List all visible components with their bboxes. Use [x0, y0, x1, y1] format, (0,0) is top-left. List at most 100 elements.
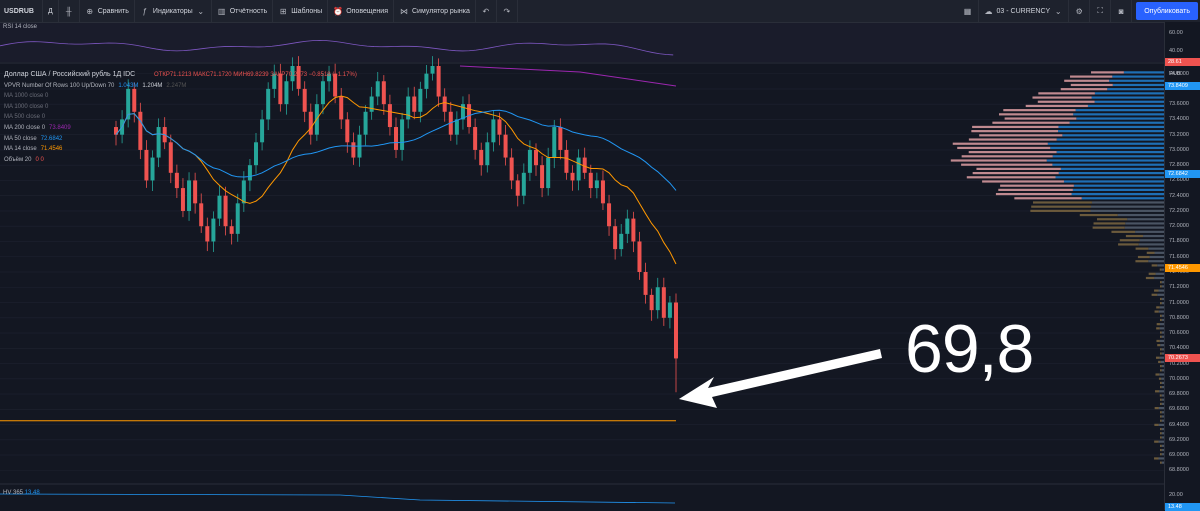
volume-profile-down — [972, 125, 1059, 129]
simulator-button[interactable]: ⋈ Симулятор рынка — [394, 0, 476, 22]
undo-icon: ↶ — [482, 6, 490, 16]
candle-body — [613, 226, 618, 250]
price-tick: 71.2000 — [1169, 284, 1189, 291]
price-tick: 73.4000 — [1169, 116, 1189, 123]
layout-grid-button[interactable]: ▦ — [958, 0, 979, 22]
volume-profile-up — [1159, 339, 1164, 343]
snapshot-button[interactable]: ◙ — [1111, 0, 1133, 22]
volume-profile-up — [1075, 109, 1164, 112]
candle-body — [521, 172, 526, 196]
price-tick: 70.4000 — [1169, 345, 1189, 352]
reports-button[interactable]: ▥ Отчётность — [212, 0, 274, 22]
chart-legend: Доллар США / Российский рубль 1Д IDC ОТК… — [4, 70, 357, 165]
volume-profile-up — [1157, 264, 1164, 267]
publish-button[interactable]: Опубликовать — [1136, 2, 1198, 20]
candle-body — [558, 127, 563, 150]
hv-value-tag: 13.48 — [1165, 503, 1200, 511]
arrow-annotation — [679, 349, 882, 408]
alerts-button[interactable]: ⏰ Оповещения — [328, 0, 394, 22]
volume-profile-down — [957, 146, 1051, 150]
price-tick: 70.0000 — [1169, 375, 1189, 382]
volume-profile-down — [1160, 419, 1162, 422]
candle-body — [150, 157, 155, 181]
volume-profile-up — [1161, 369, 1164, 372]
indicators-button[interactable]: ƒ Индикаторы ⌄ — [135, 0, 212, 22]
candle-style-button[interactable]: ╫ — [59, 0, 80, 22]
alarm-icon: ⏰ — [333, 6, 344, 16]
volume-profile-down — [1155, 373, 1160, 376]
volume-profile-down — [982, 180, 1064, 183]
ma500-label: MA 500 close 0 — [4, 114, 46, 121]
volume-profile-up — [1135, 230, 1164, 233]
replay-icon: ⋈ — [400, 6, 408, 16]
volume-profile-up — [1161, 411, 1164, 414]
volume-profile-down — [992, 121, 1070, 124]
symbol-search[interactable]: USDRUB — [0, 0, 43, 22]
candle-body — [497, 119, 502, 135]
layout-name-button[interactable]: ☁ 03 - CURRENCY ⌄ — [979, 0, 1070, 22]
candle-body — [156, 127, 161, 158]
candle-body — [302, 88, 307, 112]
candle-body — [400, 119, 405, 150]
volume-profile-up — [1161, 461, 1164, 464]
price-tick: 74.0000 — [1169, 70, 1189, 77]
candle-body — [454, 119, 459, 135]
price-axis[interactable]: 60.00 40.00 28.61 RUB 20.00 13.48 74.000… — [1164, 22, 1200, 511]
templates-button[interactable]: ⊞ Шаблоны — [273, 0, 329, 22]
volume-profile-up — [1161, 335, 1164, 338]
volume-profile-up — [1161, 398, 1164, 401]
volume-profile-up — [1158, 289, 1164, 292]
candle-body — [199, 203, 204, 227]
volume-label: Объём 20 — [4, 156, 32, 163]
candle-body — [247, 165, 252, 181]
candle-body — [631, 218, 636, 242]
volume-profile-up — [1161, 285, 1164, 288]
volume-profile-down — [999, 113, 1074, 116]
price-tick: 73.2000 — [1169, 131, 1189, 138]
candle-body — [272, 73, 277, 89]
volume-profile-up — [1090, 209, 1164, 212]
top-toolbar: USDRUB Д ╫ ⊕ Сравнить ƒ Индикаторы ⌄ ▥ Отчёт… — [0, 0, 1200, 23]
settings-button[interactable]: ⚙ — [1069, 0, 1091, 22]
hv-legend: HV 365 13.48 — [3, 490, 40, 496]
price-tick: 72.4000 — [1169, 192, 1189, 199]
candle-body — [187, 180, 192, 211]
volume-profile-down — [1154, 423, 1159, 426]
candle-body — [114, 127, 118, 135]
legend-volume: Объём 20 0 0 — [4, 155, 357, 166]
price-tag: 72.6842 — [1165, 170, 1200, 179]
volume-profile-down — [1160, 411, 1162, 414]
volume-profile-down — [1160, 302, 1162, 305]
volume-profile-down — [995, 192, 1072, 196]
candle-body — [406, 96, 411, 120]
volume-profile-down — [1160, 381, 1162, 385]
undo-button[interactable]: ↶ — [476, 0, 497, 22]
ma200-value: 73.8409 — [49, 124, 71, 131]
volume-profile-up — [1161, 386, 1164, 389]
volume-profile-up — [1161, 302, 1164, 305]
gear-icon: ⚙ — [1075, 6, 1083, 16]
interval-button[interactable]: Д — [43, 0, 59, 22]
volume-profile-up — [1052, 163, 1164, 166]
volume-profile-down — [1135, 247, 1149, 250]
compare-button[interactable]: ⊕ Сравнить — [80, 0, 135, 22]
legend-ma14: MA 14 close 71.4546 — [4, 144, 357, 155]
volume-profile-up — [1149, 255, 1164, 259]
volume-profile-down — [1137, 255, 1150, 259]
volume-profile-down — [1160, 281, 1162, 284]
volume-profile-down — [1154, 406, 1159, 410]
fullscreen-button[interactable]: ⛶ — [1090, 0, 1112, 22]
volume-profile-down — [1154, 310, 1159, 313]
ma50-line — [115, 109, 677, 191]
hv-label: HV 365 — [3, 490, 24, 496]
candle-body — [180, 188, 185, 211]
fx-icon: ƒ — [142, 6, 148, 16]
volume-profile-up — [1076, 117, 1164, 120]
candle-body — [594, 180, 599, 189]
volume-profile-down — [1160, 386, 1162, 389]
price-tick: 69.2000 — [1169, 436, 1189, 443]
redo-button[interactable]: ↷ — [497, 0, 518, 22]
candle-body — [138, 111, 143, 150]
volume-profile-up — [1161, 419, 1164, 422]
